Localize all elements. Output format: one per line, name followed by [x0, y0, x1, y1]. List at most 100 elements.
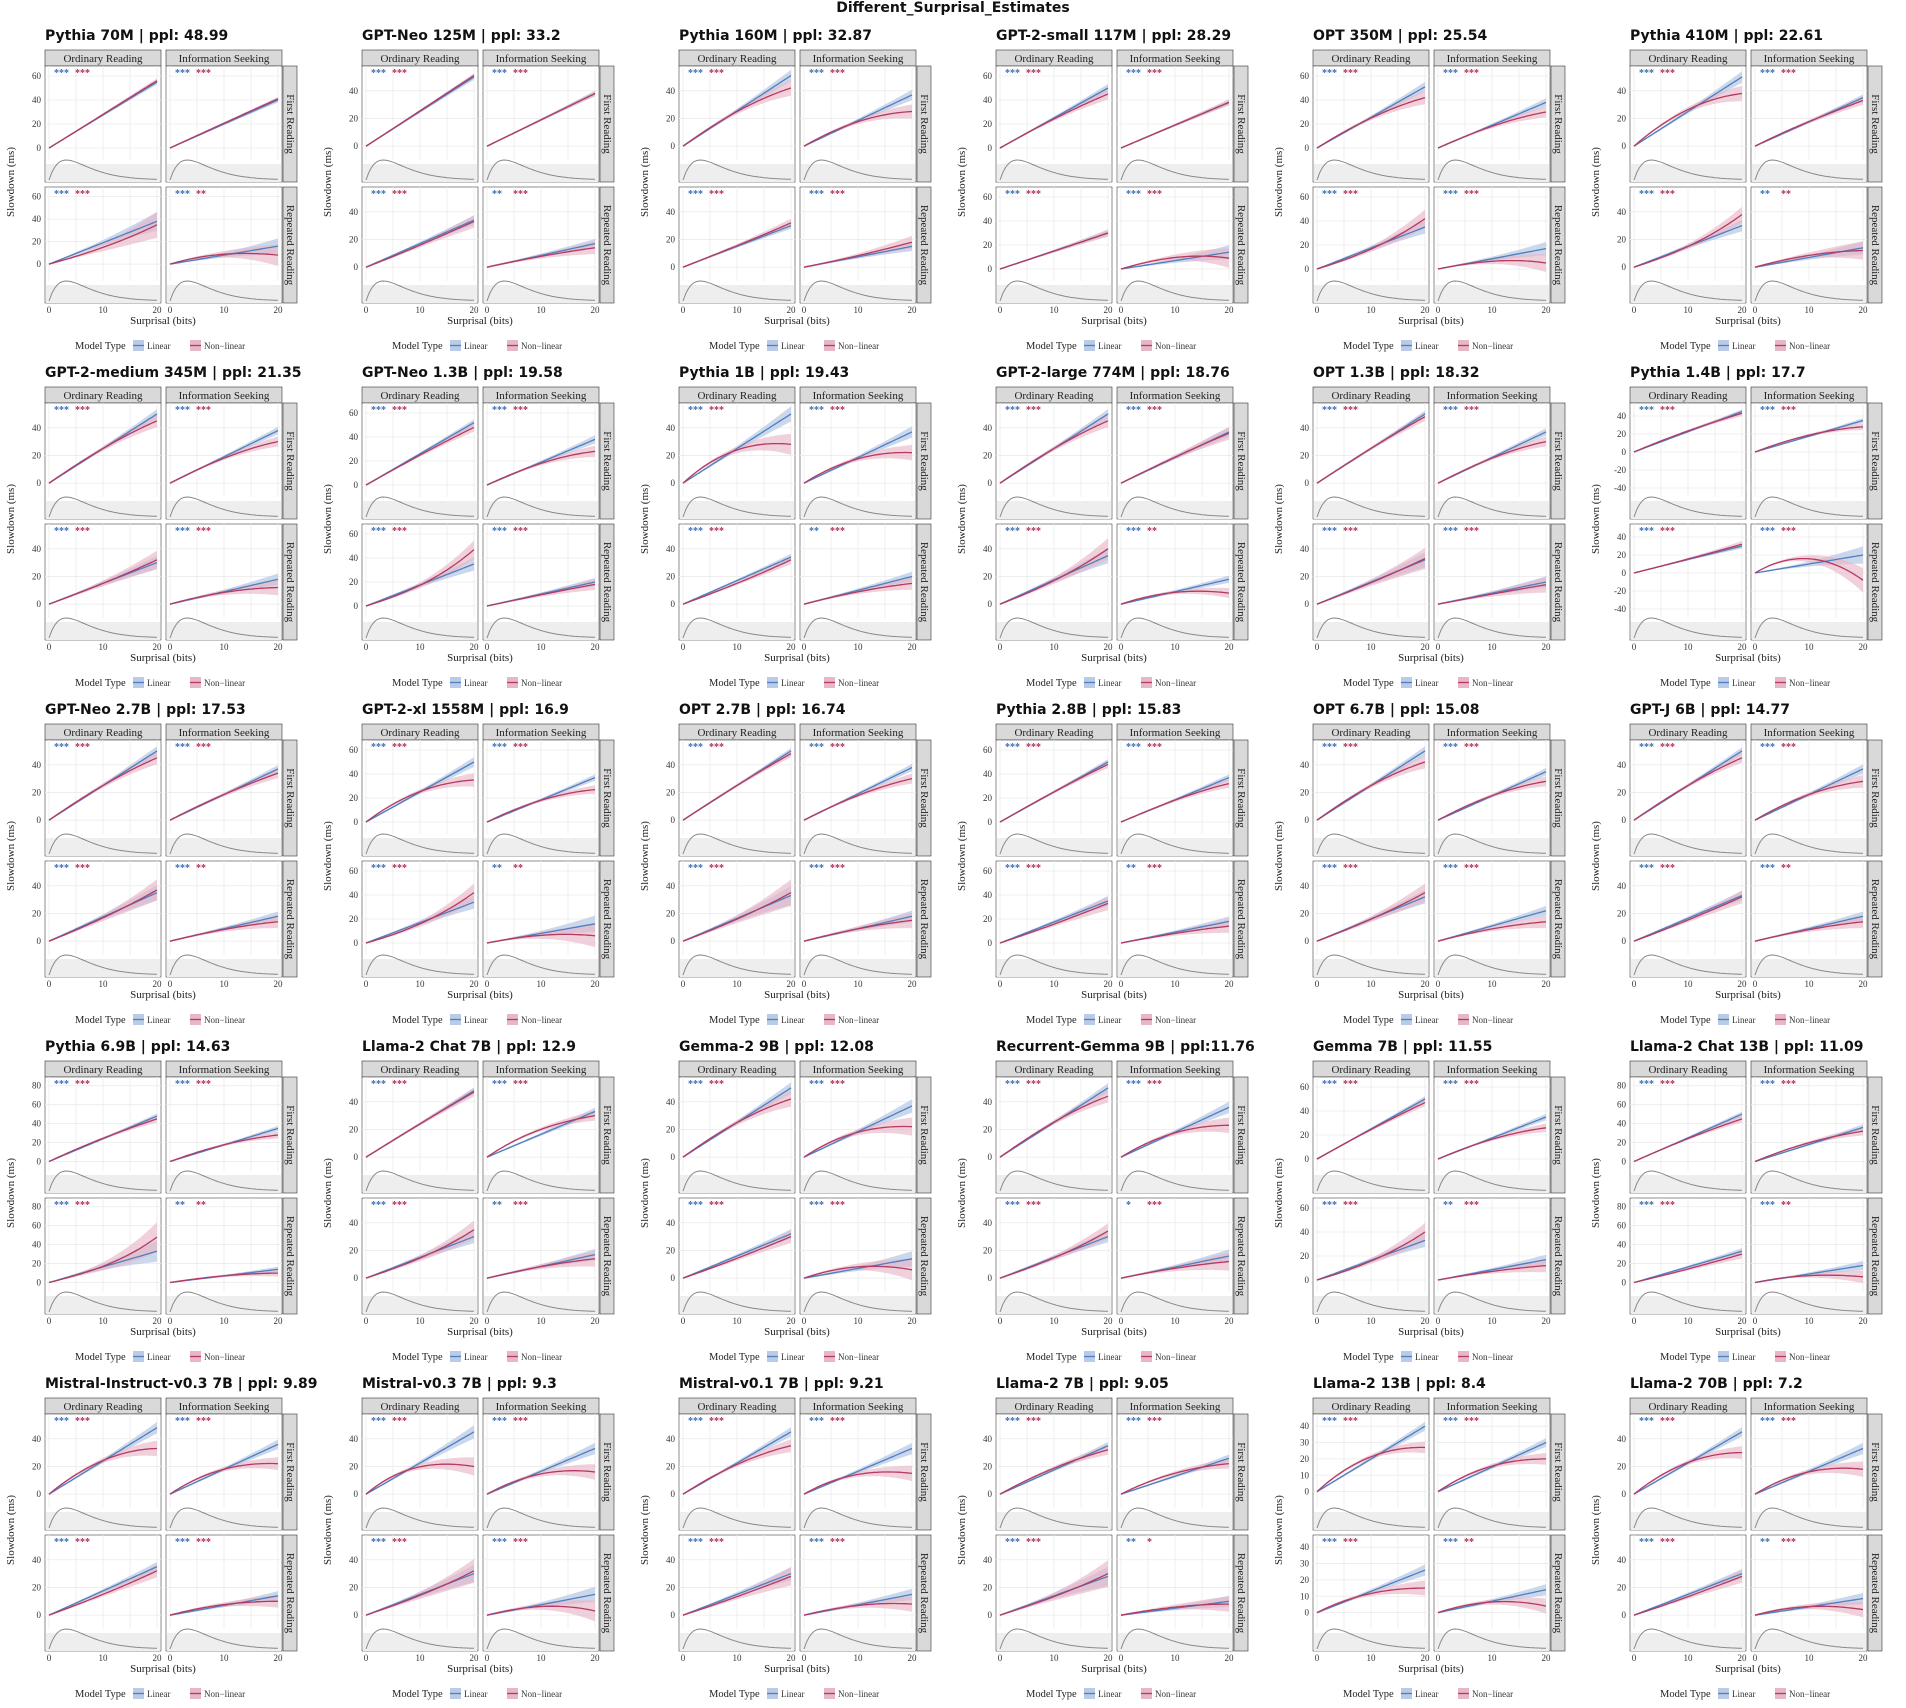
x-tick-label: 20: [274, 1653, 284, 1663]
y-tick-label: 20: [666, 1461, 676, 1471]
y-tick-label: 20: [1617, 550, 1627, 560]
legend-title: Model Type: [709, 1352, 760, 1363]
legend-label: Linear: [1732, 341, 1755, 351]
density-curve: [1754, 617, 1863, 639]
density-curve: [1316, 1291, 1425, 1313]
nonlinear-significance: ***: [1660, 68, 1675, 79]
nonlinear-fit-line: [486, 933, 596, 944]
linear-significance: ***: [1005, 68, 1020, 79]
linear-significance: **: [1126, 863, 1136, 874]
x-tick-label: 0: [681, 1653, 686, 1663]
nonlinear-significance: ***: [1026, 742, 1041, 753]
chart-block: GPT-Neo 1.3B | ppl: 19.58 Ordinary Readin…: [322, 365, 615, 689]
y-tick-label: 20: [32, 787, 42, 797]
chart-block: GPT-2-small 117M | ppl: 28.29 Ordinary Re…: [956, 28, 1249, 352]
nonlinear-fit-line: [1120, 1124, 1229, 1158]
nonlinear-ci-band: [487, 1464, 595, 1495]
nonlinear-ci-band: [1755, 241, 1863, 268]
linear-significance: ***: [54, 1079, 69, 1090]
linear-significance: ***: [1126, 405, 1141, 416]
x-axis-label: Surprisal (bits): [130, 652, 196, 664]
nonlinear-significance: ***: [709, 526, 724, 537]
y-tick-label: 0: [671, 1273, 676, 1283]
nonlinear-fit-line: [365, 1463, 475, 1495]
x-tick-label: 10: [733, 642, 743, 652]
y-tick-label: 0: [1305, 815, 1310, 825]
nonlinear-fit-line: [1120, 432, 1230, 484]
chart-title: Mistral-Instruct-v0.3 7B | ppl: 9.89: [45, 1376, 318, 1392]
linear-fit-line: [1316, 1239, 1426, 1281]
chart-block: Pythia 6.9B | ppl: 14.63 Ordinary Reading…: [5, 1039, 298, 1363]
y-tick-label: 10: [1300, 1591, 1310, 1601]
nonlinear-significance: **: [1147, 526, 1157, 537]
linear-significance: ***: [175, 1079, 190, 1090]
facet-label: Ordinary Reading: [63, 727, 143, 739]
y-tick-label: 40: [666, 1218, 676, 1228]
row-strip: [1550, 65, 1566, 183]
nonlinear-significance: ***: [392, 1537, 407, 1548]
x-tick-label: 20: [908, 1653, 918, 1663]
linear-fit-line: [1633, 76, 1743, 147]
nonlinear-ci-band: [49, 1440, 157, 1495]
linear-significance: ***: [1639, 1416, 1654, 1427]
x-tick-label: 10: [1171, 1316, 1181, 1326]
linear-significance: ***: [54, 68, 69, 79]
nonlinear-fit-line: [1316, 1587, 1425, 1614]
nonlinear-significance: ***: [1343, 1416, 1358, 1427]
nonlinear-significance: ***: [1464, 68, 1479, 79]
x-tick-label: 0: [364, 979, 369, 989]
x-tick-label: 0: [1119, 1316, 1124, 1326]
nonlinear-fit-line: [365, 426, 475, 486]
x-tick-label: 0: [1315, 979, 1320, 989]
nonlinear-significance: ***: [1464, 863, 1479, 874]
y-tick-label: 20: [666, 1582, 676, 1592]
nonlinear-significance: ***: [709, 405, 724, 416]
density-curve: [1754, 954, 1863, 976]
row-label: Repeated Reading: [284, 1553, 296, 1634]
y-axis-label: Slowdown (ms): [5, 821, 17, 891]
x-axis-label: Surprisal (bits): [1081, 652, 1147, 664]
x-tick-label: 10: [1488, 642, 1498, 652]
nonlinear-fit-line: [682, 1575, 792, 1616]
x-tick-label: 0: [681, 979, 686, 989]
x-tick-label: 10: [854, 1316, 864, 1326]
y-tick-label: 20: [349, 456, 359, 466]
nonlinear-fit-line: [682, 753, 792, 821]
y-tick-label: 60: [1300, 1203, 1310, 1213]
linear-significance: ***: [1760, 526, 1775, 537]
nonlinear-significance: ***: [513, 1416, 528, 1427]
row-strip: [282, 523, 298, 641]
row-strip: [599, 523, 615, 641]
chart-title: GPT-2-xl 1558M | ppl: 16.9: [362, 702, 569, 718]
x-tick-label: 0: [681, 305, 686, 315]
linear-ci-band: [804, 1099, 912, 1158]
x-tick-label: 20: [908, 979, 918, 989]
linear-fit-line: [365, 901, 475, 944]
row-strip: [1233, 739, 1249, 857]
chart-block: Llama-2 13B | ppl: 8.4 Ordinary Reading In…: [1273, 1376, 1566, 1700]
density-curve: [1754, 1291, 1863, 1313]
y-tick-label: 0: [1622, 568, 1627, 578]
density-curve: [1437, 833, 1546, 855]
facet-label: Ordinary Reading: [380, 1401, 460, 1413]
linear-significance: ***: [809, 1416, 824, 1427]
nonlinear-significance: ***: [1343, 405, 1358, 416]
density-curve: [1754, 1507, 1863, 1529]
chart-title: Pythia 70M | ppl: 48.99: [45, 28, 228, 44]
nonlinear-fit-line: [803, 1471, 913, 1495]
linear-significance: ***: [688, 742, 703, 753]
legend-label: Linear: [464, 1015, 487, 1025]
nonlinear-ci-band: [170, 1457, 278, 1495]
nonlinear-significance: ***: [1147, 1416, 1162, 1427]
density-curve: [803, 1170, 912, 1192]
x-tick-label: 20: [1225, 979, 1235, 989]
x-axis-label: Surprisal (bits): [1081, 1663, 1147, 1675]
x-tick-label: 20: [1421, 642, 1431, 652]
density-curve: [1633, 1628, 1742, 1650]
x-tick-label: 0: [1632, 979, 1637, 989]
x-tick-label: 10: [733, 305, 743, 315]
density-curve: [169, 159, 278, 181]
nonlinear-significance: ***: [392, 1416, 407, 1427]
linear-significance: **: [1760, 189, 1770, 200]
y-tick-label: 20: [349, 1461, 359, 1471]
